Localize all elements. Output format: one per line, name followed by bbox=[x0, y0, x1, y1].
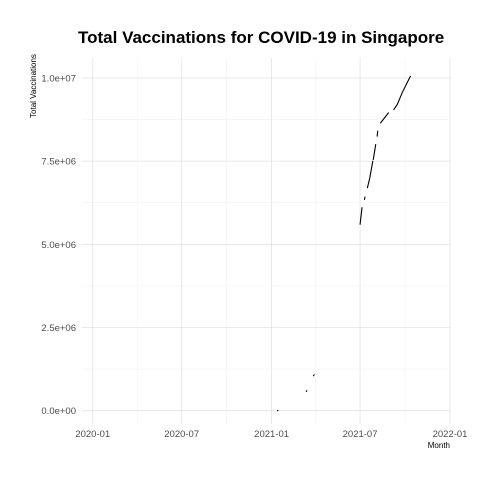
x-tick-label: 2020-07 bbox=[164, 429, 199, 440]
x-tick-labels: 2020-01 2020-07 2021-01 2021-07 2022-01 bbox=[75, 429, 467, 440]
x-axis-label: Month bbox=[428, 441, 450, 450]
grid bbox=[82, 58, 451, 424]
y-tick-label: 7.5e+06 bbox=[41, 157, 76, 168]
y-tick-labels: 0.0e+00 2.5e+06 5.0e+06 7.5e+06 1.0e+07 bbox=[41, 73, 76, 417]
line-segment bbox=[393, 75, 411, 111]
y-tick-label: 1.0e+07 bbox=[41, 73, 76, 84]
x-tick-label: 2020-01 bbox=[75, 429, 110, 440]
x-tick-label: 2021-01 bbox=[254, 429, 289, 440]
data-line bbox=[276, 75, 411, 412]
line-segment bbox=[372, 143, 377, 161]
y-axis-label: Total Vaccinations bbox=[29, 54, 38, 118]
line-segment bbox=[359, 207, 363, 225]
x-tick-label: 2021-07 bbox=[343, 429, 378, 440]
line-segment bbox=[380, 112, 389, 124]
y-tick-label: 2.5e+06 bbox=[41, 323, 76, 334]
y-tick-label: 5.0e+06 bbox=[41, 240, 76, 251]
chart-title: Total Vaccinations for COVID-19 in Singa… bbox=[78, 28, 444, 47]
x-tick-label: 2022-01 bbox=[433, 429, 468, 440]
y-tick-label: 0.0e+00 bbox=[41, 406, 76, 417]
line-segment bbox=[366, 160, 374, 189]
